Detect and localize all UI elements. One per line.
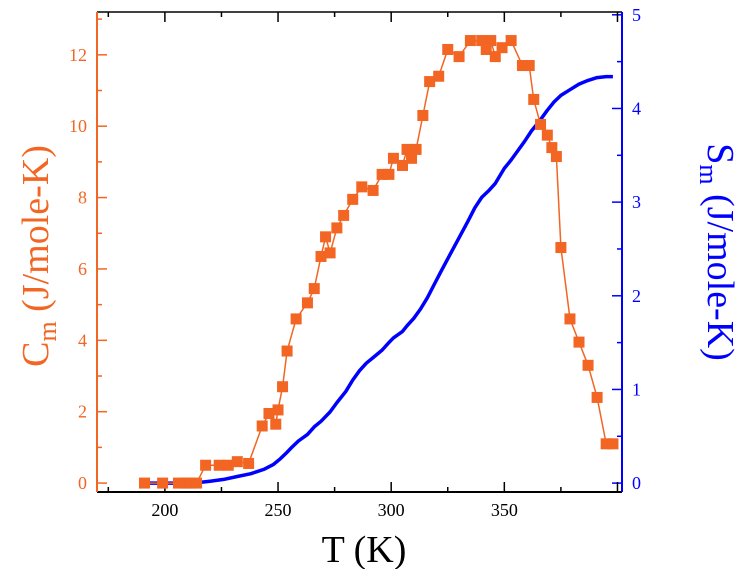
cm-point xyxy=(528,93,540,105)
left-axis-title: Cm (J/mole-K) xyxy=(15,145,62,367)
right-tick-label: 3 xyxy=(632,192,641,212)
cm-point xyxy=(213,459,225,471)
cm-line xyxy=(144,38,613,484)
cm-point xyxy=(406,152,418,164)
cm-point xyxy=(516,60,528,72)
cm-point xyxy=(277,381,289,393)
x-tick-label: 350 xyxy=(491,500,518,520)
cm-point xyxy=(139,477,151,489)
cm-point xyxy=(256,420,268,432)
cm-point xyxy=(356,181,368,193)
right-axis-title-main: S xyxy=(699,143,741,164)
cm-point xyxy=(573,336,585,348)
cm-point xyxy=(387,152,399,164)
series-cm xyxy=(139,35,619,489)
cm-point xyxy=(396,159,408,171)
cm-point xyxy=(541,129,553,141)
cm-point xyxy=(347,193,359,205)
right-tick-label: 1 xyxy=(632,379,641,399)
cm-point xyxy=(272,404,284,416)
left-tick-label: 0 xyxy=(78,473,87,493)
cm-point xyxy=(320,231,332,243)
right-tick-label: 4 xyxy=(632,98,641,118)
left-axis-title-sub: m xyxy=(33,321,62,341)
cm-point xyxy=(191,477,203,489)
left-axis-title-main: C xyxy=(15,342,57,367)
cm-point xyxy=(505,35,517,47)
left-tick-label: 4 xyxy=(78,330,87,350)
cm-point xyxy=(523,60,535,72)
cm-point xyxy=(424,76,436,88)
cm-point xyxy=(222,459,234,471)
left-tick-label: 10 xyxy=(69,116,87,136)
cm-point xyxy=(200,459,212,471)
cm-point xyxy=(546,142,558,154)
x-axis-ticks: 200 250 300 350 xyxy=(107,12,619,520)
right-tick-label: 0 xyxy=(632,473,641,493)
cm-point xyxy=(401,143,413,155)
cm-point xyxy=(535,118,547,130)
cm-point xyxy=(301,297,313,309)
cm-point xyxy=(376,168,388,180)
cm-point xyxy=(157,477,169,489)
cm-point xyxy=(555,242,567,254)
cm-point xyxy=(231,456,243,468)
cm-point xyxy=(281,345,293,357)
cm-point xyxy=(383,168,395,180)
x-tick-label: 300 xyxy=(378,500,405,520)
cm-point xyxy=(270,418,282,430)
x-tick-label: 250 xyxy=(265,500,292,520)
cm-point xyxy=(331,222,343,234)
left-tick-label: 12 xyxy=(69,45,87,65)
cm-point xyxy=(315,250,327,262)
cm-point xyxy=(564,313,576,325)
cm-point xyxy=(464,35,476,47)
cm-point xyxy=(308,283,320,295)
cm-point xyxy=(485,35,497,47)
right-axis-title-sub: m xyxy=(694,164,723,184)
right-tick-label: 2 xyxy=(632,286,641,306)
left-axis-title-rest: (J/mole-K) xyxy=(15,145,57,321)
cm-point xyxy=(184,477,196,489)
cm-point xyxy=(324,247,336,259)
cm-point xyxy=(600,438,612,450)
right-axis-ticks: 0 1 2 3 4 5 xyxy=(612,5,641,493)
left-tick-label: 8 xyxy=(78,188,87,208)
cm-point xyxy=(496,42,508,54)
left-tick-label: 2 xyxy=(78,402,87,422)
cm-point xyxy=(367,184,379,196)
cm-point xyxy=(338,209,350,221)
cm-point xyxy=(410,143,422,155)
cm-point xyxy=(550,151,562,163)
x-tick-label: 200 xyxy=(151,500,178,520)
x-axis-title: T (K) xyxy=(322,529,407,569)
cm-point xyxy=(607,438,619,450)
cm-point xyxy=(417,109,429,121)
cm-point xyxy=(480,43,492,55)
cm-point xyxy=(453,51,465,63)
cm-point xyxy=(582,359,594,371)
left-axis-ticks: 0 2 4 6 8 10 12 xyxy=(69,18,107,493)
cm-point xyxy=(290,313,302,325)
plot-frame xyxy=(96,11,623,493)
right-axis-title-rest: (J/mole-K) xyxy=(699,185,741,361)
cm-point xyxy=(263,407,275,419)
cm-point xyxy=(172,477,184,489)
left-tick-label: 6 xyxy=(78,259,87,279)
cm-point xyxy=(442,43,454,55)
cm-point xyxy=(433,70,445,82)
cm-point xyxy=(243,457,255,469)
right-tick-label: 5 xyxy=(632,5,641,25)
right-axis-title: Sm (J/mole-K) xyxy=(694,143,741,361)
cm-point xyxy=(591,391,603,403)
cm-point xyxy=(476,35,488,47)
cm-point xyxy=(489,51,501,63)
